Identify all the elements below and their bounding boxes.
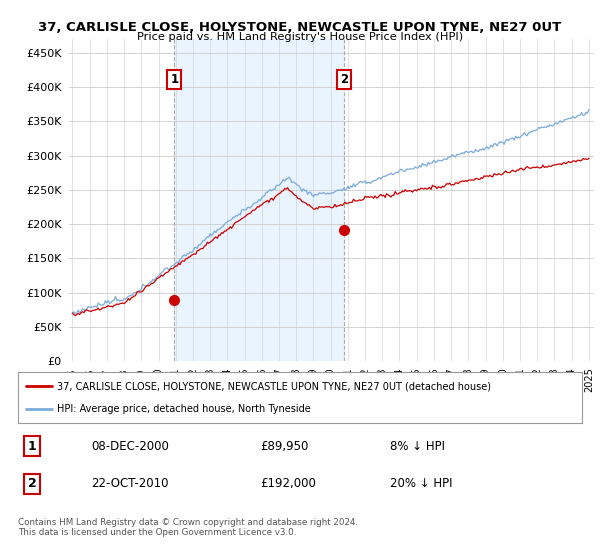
- Text: 2: 2: [28, 477, 37, 490]
- Text: 8% ↓ HPI: 8% ↓ HPI: [390, 440, 445, 453]
- Text: Contains HM Land Registry data © Crown copyright and database right 2024.
This d: Contains HM Land Registry data © Crown c…: [18, 518, 358, 538]
- Text: £192,000: £192,000: [260, 477, 316, 490]
- Text: 1: 1: [170, 73, 178, 86]
- Text: 22-OCT-2010: 22-OCT-2010: [91, 477, 169, 490]
- Text: 37, CARLISLE CLOSE, HOLYSTONE, NEWCASTLE UPON TYNE, NE27 0UT (detached house): 37, CARLISLE CLOSE, HOLYSTONE, NEWCASTLE…: [58, 381, 491, 391]
- Bar: [175, 39, 344, 361]
- Text: 2: 2: [340, 73, 349, 86]
- Text: 08-DEC-2000: 08-DEC-2000: [91, 440, 169, 453]
- Text: 37, CARLISLE CLOSE, HOLYSTONE, NEWCASTLE UPON TYNE, NE27 0UT: 37, CARLISLE CLOSE, HOLYSTONE, NEWCASTLE…: [38, 21, 562, 34]
- Text: HPI: Average price, detached house, North Tyneside: HPI: Average price, detached house, Nort…: [58, 404, 311, 414]
- Text: 20% ↓ HPI: 20% ↓ HPI: [390, 477, 453, 490]
- Text: £89,950: £89,950: [260, 440, 309, 453]
- Text: 1: 1: [28, 440, 37, 453]
- Text: Price paid vs. HM Land Registry's House Price Index (HPI): Price paid vs. HM Land Registry's House …: [137, 32, 463, 43]
